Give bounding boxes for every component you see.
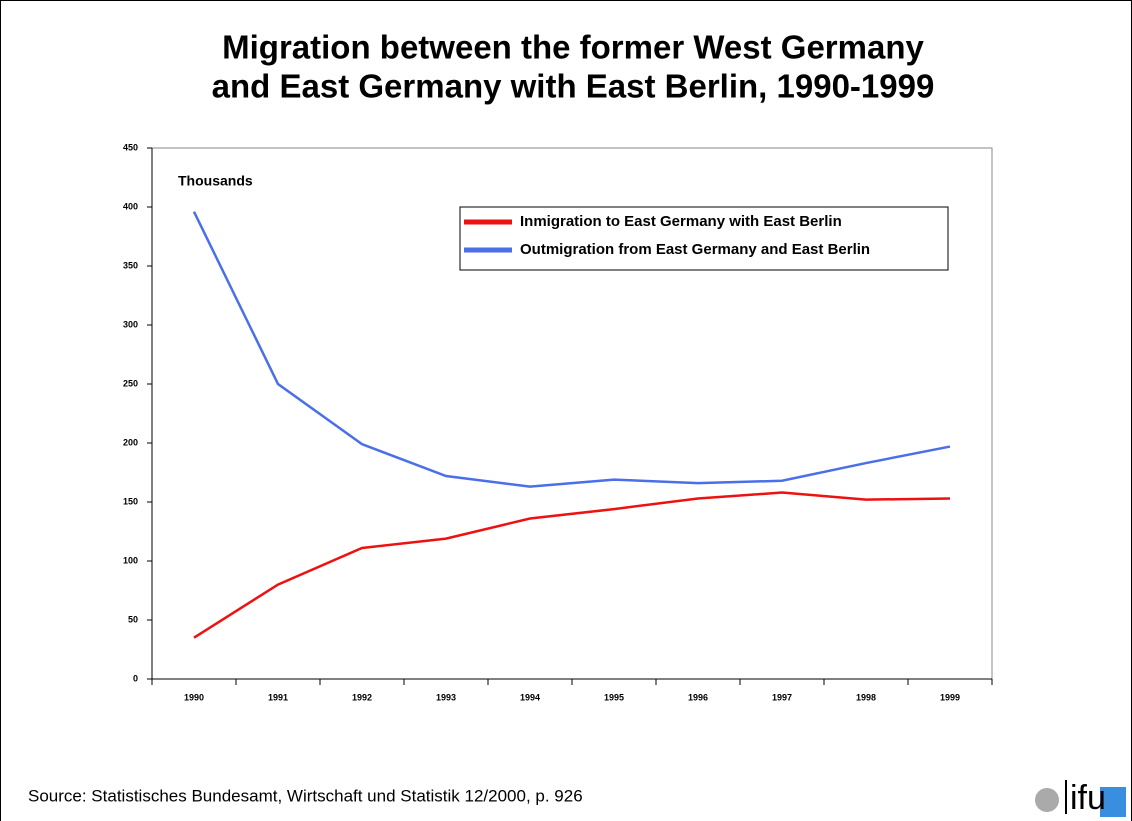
x-tick-label: 1990 [184,692,204,702]
x-tick-label: 1999 [940,692,960,702]
x-tick-label: 1997 [772,692,792,702]
legend-label: Inmigration to East Germany with East Be… [520,213,842,230]
y-tick-label: 50 [128,614,138,624]
logo-box [1100,787,1126,817]
y-tick-label: 250 [123,378,138,388]
y-tick-label: 200 [123,437,138,447]
y-tick-label: 400 [123,201,138,211]
chart-title: Migration between the former West German… [222,29,924,66]
source: Source: Statistisches Bundesamt, Wirtsch… [28,786,583,805]
legend-box [459,206,949,271]
logo-circle [1035,788,1059,812]
x-tick-label: 1993 [436,692,456,702]
y-tick-label: 150 [123,496,138,506]
series-line [192,211,951,488]
y-tick-label: 450 [123,142,138,152]
y-axis-label: Thousands [178,173,253,189]
x-tick-label: 1992 [352,692,372,702]
logo-text: ifu [1070,779,1106,817]
x-tick-label: 1991 [268,692,288,702]
y-tick-label: 350 [123,260,138,270]
x-tick-label: 1996 [688,692,708,702]
y-tick-label: 0 [133,673,138,683]
series-line [193,491,951,639]
y-tick-label: 100 [123,555,138,565]
y-tick-label: 300 [123,319,138,329]
x-tick-label: 1998 [856,692,876,702]
x-tick-label: 1994 [520,692,540,702]
chart-title: and East Germany with East Berlin, 1990-… [212,68,935,105]
x-tick-label: 1995 [604,692,624,702]
logo: ifu [1035,779,1126,817]
legend-label: Outmigration from East Germany and East … [520,241,870,258]
